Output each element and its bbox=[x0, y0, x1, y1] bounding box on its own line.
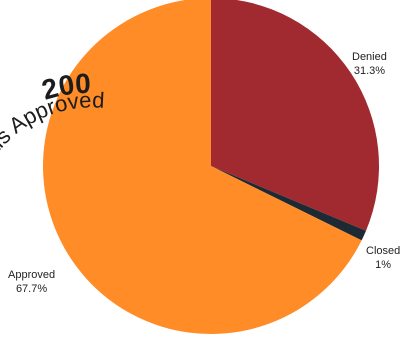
label-denied-name: Denied bbox=[352, 51, 387, 63]
pie-slices bbox=[43, 0, 379, 334]
label-closed-value: 1% bbox=[375, 259, 392, 271]
slice-denied bbox=[211, 0, 379, 231]
slice-approved bbox=[43, 0, 362, 334]
label-closed-name: Closed bbox=[366, 245, 401, 257]
label-closed: Closed 1% bbox=[366, 244, 400, 272]
label-approved-value: 67.7% bbox=[15, 283, 48, 295]
label-denied-value: 31.3% bbox=[353, 65, 386, 77]
label-approved-name: Approved bbox=[8, 269, 56, 281]
label-approved: Approved 67.7% bbox=[8, 268, 55, 296]
label-denied: Denied 31.3% bbox=[352, 50, 387, 78]
slice-closed bbox=[211, 166, 367, 241]
